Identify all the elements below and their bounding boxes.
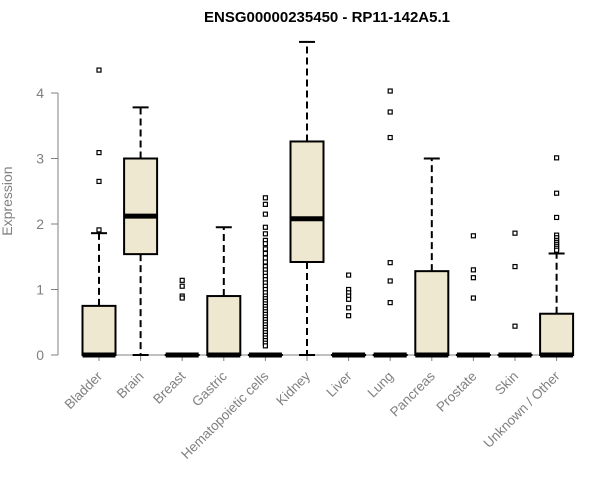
y-tick-label: 4: [36, 85, 44, 101]
category-label: Unknown / Other: [480, 368, 563, 451]
outlier-point: [262, 211, 268, 217]
category-label: Skin: [492, 369, 521, 398]
outlier-point: [262, 246, 268, 252]
category-label: Liver: [323, 368, 355, 400]
outlier-point: [262, 195, 268, 201]
outlier-point: [262, 250, 268, 257]
box-iqr: [123, 157, 159, 256]
outlier-point: [96, 178, 102, 185]
box-group: [331, 272, 367, 358]
box-group: [455, 233, 491, 358]
category-label: Bladder: [62, 368, 106, 412]
outlier-point: [470, 233, 476, 239]
outlier-point: [262, 224, 268, 230]
category-label: Pancreas: [387, 368, 438, 419]
outlier-point: [512, 230, 518, 236]
box-group: [247, 195, 283, 358]
category-label: Breast: [150, 368, 188, 406]
outlier-point: [387, 300, 393, 306]
outlier-point: [262, 231, 268, 237]
boxes-layer: [81, 40, 575, 358]
category-label: Lung: [364, 369, 396, 401]
y-axis-label: Expression: [0, 166, 15, 235]
outlier-point: [346, 272, 352, 278]
box-group: [81, 67, 117, 358]
outlier-point: [470, 275, 476, 281]
chart-title: ENSG00000235450 - RP11-142A5.1: [204, 9, 450, 26]
outlier-point: [262, 259, 268, 265]
outlier-point: [96, 150, 102, 156]
outlier-point: [262, 241, 268, 247]
outlier-point: [387, 278, 393, 284]
outlier-point: [387, 134, 393, 141]
outlier-point: [387, 109, 393, 115]
box-iqr: [539, 312, 575, 356]
box-iqr: [81, 304, 117, 356]
y-tick-label: 2: [36, 216, 44, 232]
box-group: [539, 155, 575, 358]
y-tick-label: 0: [36, 347, 44, 363]
outlier-point: [96, 227, 102, 233]
outlier-point: [262, 201, 268, 207]
y-tick-label: 3: [36, 151, 44, 167]
outlier-point: [179, 295, 185, 301]
box-iqr: [414, 270, 450, 356]
outlier-point: [96, 67, 102, 73]
box-iqr: [289, 140, 325, 263]
box-group: [289, 40, 325, 356]
outlier-point: [470, 295, 476, 301]
box-group: [497, 230, 533, 358]
outlier-point: [470, 267, 476, 273]
outlier-point: [553, 190, 560, 196]
box-group: [123, 106, 159, 356]
outlier-point: [346, 305, 352, 311]
category-label: Prostate: [433, 369, 479, 415]
box-group: [164, 277, 200, 358]
outlier-point: [346, 296, 352, 302]
box-group: [206, 226, 242, 358]
category-label: Kidney: [273, 368, 313, 408]
outlier-point: [553, 247, 560, 253]
outlier-point: [512, 263, 518, 270]
outlier-point: [553, 214, 560, 221]
outlier-point: [262, 343, 268, 349]
outlier-point: [387, 260, 393, 266]
category-label: Brain: [114, 369, 147, 402]
outlier-point: [387, 88, 393, 94]
y-tick-label: 1: [36, 282, 44, 298]
category-label: Gastric: [189, 368, 230, 409]
box-iqr: [206, 295, 242, 356]
outlier-point: [179, 277, 185, 283]
outlier-point: [512, 323, 518, 329]
box-group: [372, 88, 408, 358]
outlier-point: [553, 155, 560, 161]
box-group: [414, 157, 450, 358]
outlier-point: [346, 313, 352, 319]
outlier-point: [179, 283, 185, 289]
